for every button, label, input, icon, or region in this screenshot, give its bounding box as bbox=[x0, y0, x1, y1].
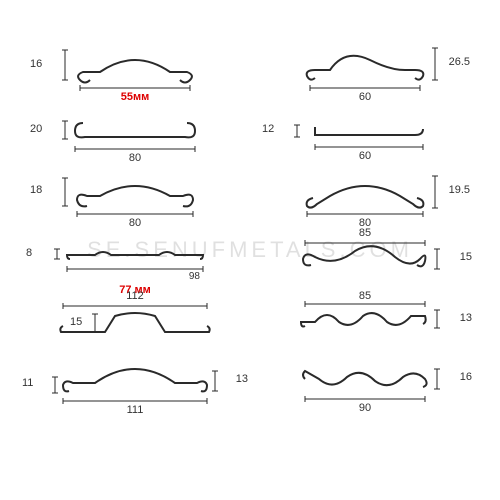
dim-height: 16 bbox=[460, 371, 472, 383]
profile-p4: 12 60 bbox=[260, 103, 470, 158]
dim-height: 19.5 bbox=[449, 184, 470, 196]
dim-height: 8 bbox=[26, 247, 32, 259]
dim-width: 60 bbox=[359, 91, 371, 103]
dim-width: 85 bbox=[359, 227, 371, 239]
profile-p10: 85 13 bbox=[260, 292, 470, 347]
dim-height: 15 bbox=[70, 316, 82, 328]
dim-height-2: 11 bbox=[22, 377, 33, 389]
dim-width: 112 bbox=[126, 290, 144, 302]
profile-p2: 26.5 60 bbox=[260, 40, 470, 95]
dim-height: 16 bbox=[30, 58, 42, 70]
profile-p5: 18 80 bbox=[30, 166, 240, 221]
profile-p9: 112 15 bbox=[30, 292, 240, 347]
profile-p3: 20 80 bbox=[30, 103, 240, 158]
dim-height: 13 bbox=[460, 312, 472, 324]
dim-height: 26.5 bbox=[449, 56, 470, 68]
dim-height: 13 bbox=[236, 373, 248, 385]
dim-width: 55мм bbox=[121, 91, 150, 103]
dim-width: 60 bbox=[359, 150, 371, 162]
dim-width: 80 bbox=[129, 217, 141, 229]
profile-p8: 85 15 bbox=[260, 229, 470, 284]
profile-p7: 8 98 77 мм bbox=[30, 229, 240, 284]
dim-height: 12 bbox=[262, 123, 274, 135]
dim-width: 85 bbox=[359, 290, 371, 302]
dim-width: 90 bbox=[359, 402, 371, 414]
profile-p1: 16 55мм bbox=[30, 40, 240, 95]
profiles-grid: 16 55мм 26.5 60 bbox=[0, 0, 500, 450]
dim-height: 18 bbox=[30, 184, 42, 196]
profile-p12: 16 90 bbox=[260, 355, 470, 410]
dim-width: 80 bbox=[129, 152, 141, 164]
dim-width-2: 98 bbox=[189, 271, 200, 282]
dim-width: 111 bbox=[127, 404, 144, 416]
profile-p11: 11 13 111 bbox=[30, 355, 240, 410]
profile-p6: 19.5 80 bbox=[260, 166, 470, 221]
dim-height: 15 bbox=[460, 251, 472, 263]
dim-height: 20 bbox=[30, 123, 42, 135]
